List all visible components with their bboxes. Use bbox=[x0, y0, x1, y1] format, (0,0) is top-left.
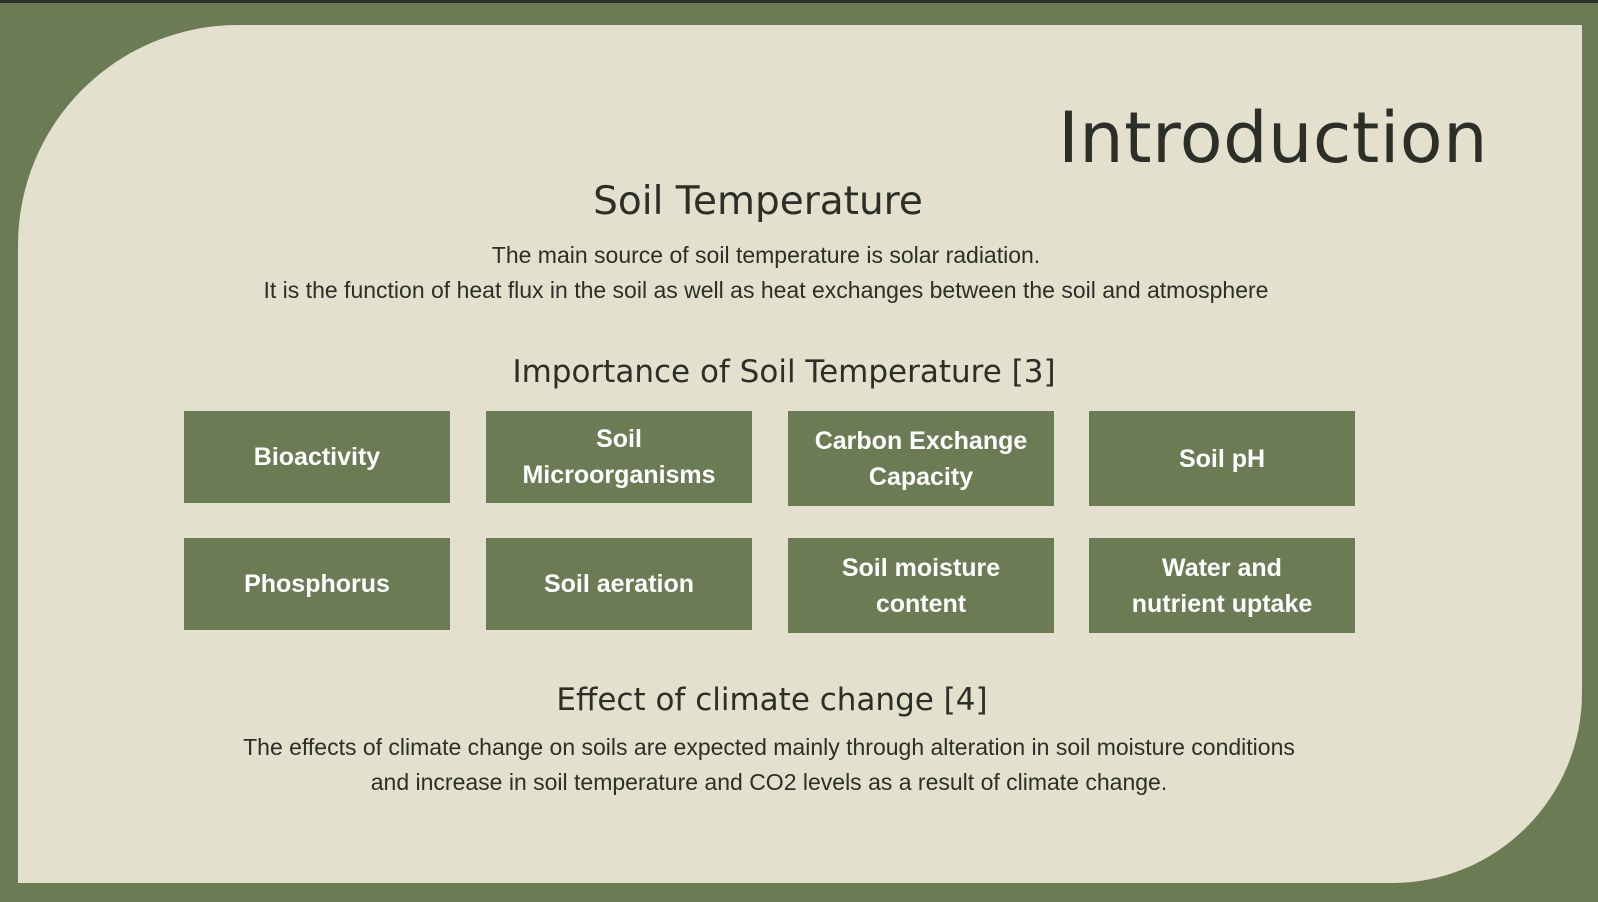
importance-box-carbon-exchange-capacity: Carbon Exchange Capacity bbox=[788, 411, 1054, 506]
climate-change-description: The effects of climate change on soils a… bbox=[0, 730, 1538, 800]
importance-box-phosphorus: Phosphorus bbox=[184, 538, 450, 630]
top-strip bbox=[0, 0, 1598, 3]
importance-box-soil-ph: Soil pH bbox=[1089, 411, 1355, 506]
climate-change-line-1: The effects of climate change on soils a… bbox=[243, 734, 1295, 760]
importance-box-label: Carbon Exchange Capacity bbox=[814, 426, 1028, 491]
soil-temperature-heading: Soil Temperature bbox=[593, 179, 923, 224]
importance-box-label: Water and nutrient uptake bbox=[1131, 553, 1313, 618]
importance-box-soil-microorganisms: Soil Microorganisms bbox=[486, 411, 752, 503]
importance-box-label: Soil Microorganisms bbox=[522, 425, 716, 489]
importance-box-label: Soil pH bbox=[1178, 444, 1266, 473]
importance-box-label: Phosphorus bbox=[244, 570, 390, 598]
importance-box-label: Soil aeration bbox=[543, 570, 695, 598]
importance-heading: Importance of Soil Temperature [3] bbox=[512, 354, 1056, 390]
importance-box-label: Soil moisture content bbox=[841, 553, 1001, 618]
importance-box-label: Bioactivity bbox=[253, 443, 381, 471]
soil-temperature-line-2: It is the function of heat flux in the s… bbox=[263, 277, 1269, 303]
climate-change-heading: Effect of climate change [4] bbox=[556, 682, 988, 718]
importance-box-soil-aeration: Soil aeration bbox=[486, 538, 752, 630]
page-title: Introduction bbox=[1058, 97, 1488, 179]
importance-box-soil-moisture-content: Soil moisture content bbox=[788, 538, 1054, 633]
importance-box-bioactivity: Bioactivity bbox=[184, 411, 450, 503]
soil-temperature-line-1: The main source of soil temperature is s… bbox=[491, 242, 1041, 268]
importance-box-water-nutrient-uptake: Water and nutrient uptake bbox=[1089, 538, 1355, 633]
climate-change-line-2: and increase in soil temperature and CO2… bbox=[370, 769, 1168, 795]
soil-temperature-description: The main source of soil temperature is s… bbox=[0, 238, 1532, 308]
